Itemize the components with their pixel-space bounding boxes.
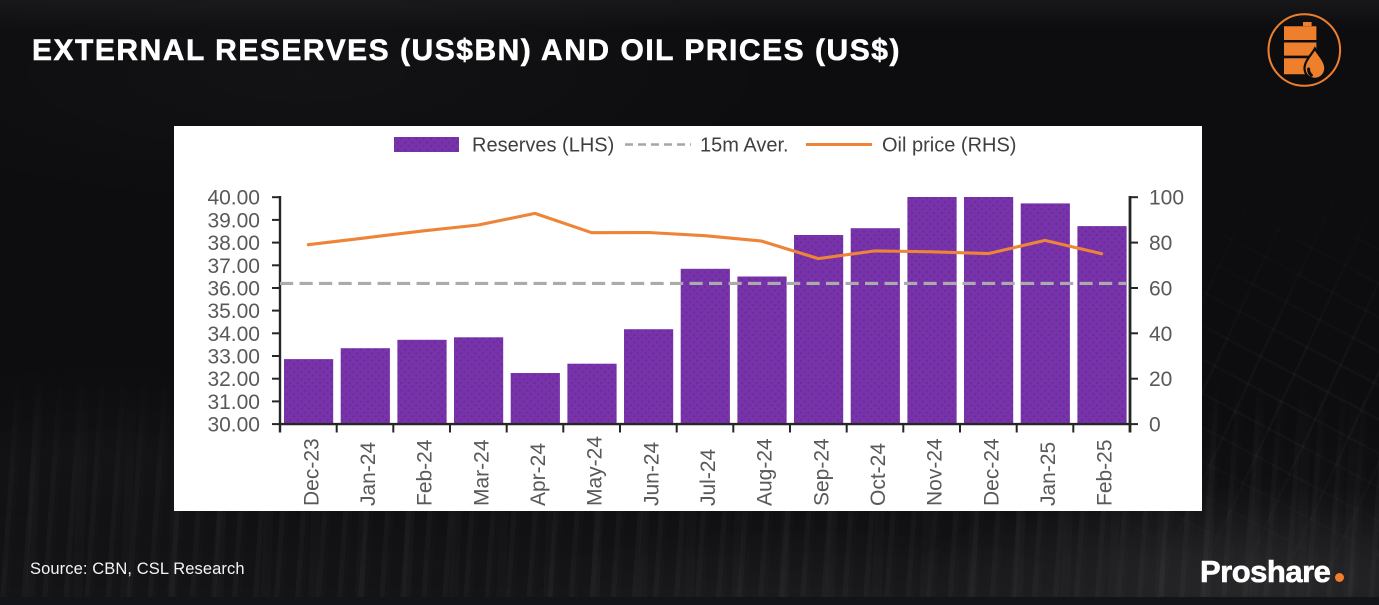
- svg-text:15m Aver.: 15m Aver.: [700, 135, 789, 157]
- svg-text:Feb-24: Feb-24: [414, 439, 437, 506]
- svg-text:34.00: 34.00: [207, 323, 260, 346]
- svg-text:60: 60: [1149, 278, 1172, 301]
- svg-text:30.00: 30.00: [207, 414, 260, 437]
- svg-text:80: 80: [1149, 232, 1172, 255]
- svg-text:Jul-24: Jul-24: [697, 448, 720, 506]
- svg-text:Nov-24: Nov-24: [924, 438, 947, 506]
- svg-text:Oct-24: Oct-24: [867, 443, 890, 506]
- svg-text:20: 20: [1149, 368, 1172, 391]
- svg-text:32.00: 32.00: [207, 368, 260, 391]
- svg-text:100: 100: [1149, 187, 1184, 210]
- svg-text:Dec-23: Dec-23: [300, 438, 323, 506]
- svg-text:36.00: 36.00: [207, 278, 260, 301]
- svg-text:Jun-24: Jun-24: [640, 441, 663, 506]
- svg-text:Jan-24: Jan-24: [357, 441, 380, 506]
- svg-text:Feb-25: Feb-25: [1094, 439, 1117, 506]
- svg-text:Mar-24: Mar-24: [470, 439, 493, 506]
- svg-text:38.00: 38.00: [207, 232, 260, 255]
- svg-text:35.00: 35.00: [207, 300, 260, 323]
- svg-text:Reserves (LHS): Reserves (LHS): [472, 135, 614, 157]
- svg-text:Dec-24: Dec-24: [980, 438, 1003, 506]
- svg-text:Sep-24: Sep-24: [810, 438, 833, 506]
- svg-text:0: 0: [1149, 414, 1161, 437]
- svg-text:Jan-25: Jan-25: [1037, 442, 1060, 506]
- svg-text:Aug-24: Aug-24: [754, 438, 777, 506]
- svg-text:Oil price (RHS): Oil price (RHS): [882, 135, 1016, 157]
- svg-text:40.00: 40.00: [207, 187, 260, 210]
- svg-text:May-24: May-24: [584, 436, 607, 506]
- svg-text:33.00: 33.00: [207, 346, 260, 369]
- svg-text:Apr-24: Apr-24: [527, 443, 550, 506]
- svg-text:39.00: 39.00: [207, 209, 260, 232]
- svg-text:40: 40: [1149, 323, 1172, 346]
- svg-text:37.00: 37.00: [207, 255, 260, 278]
- svg-text:31.00: 31.00: [207, 391, 260, 414]
